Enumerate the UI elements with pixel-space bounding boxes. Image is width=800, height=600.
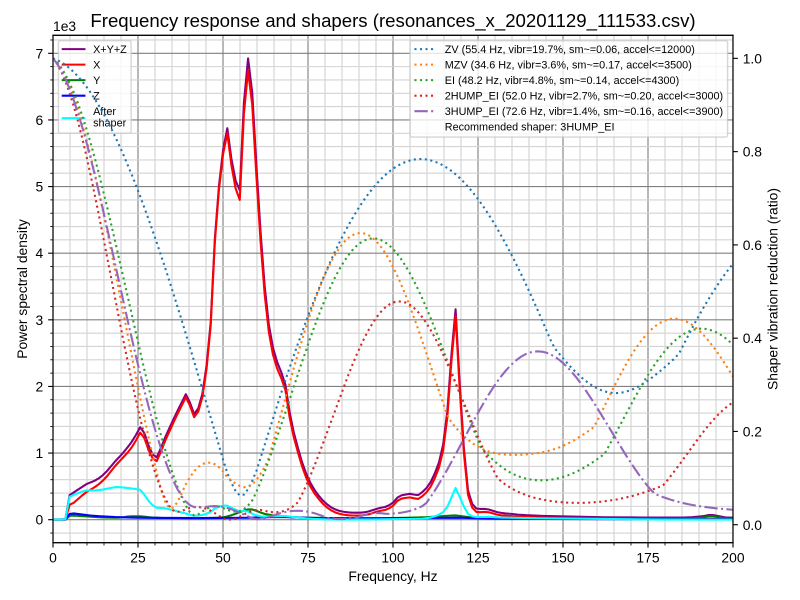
svg-text:0.6: 0.6 <box>743 237 763 253</box>
svg-text:Z: Z <box>93 90 100 102</box>
svg-text:75: 75 <box>300 549 316 565</box>
svg-text:0.4: 0.4 <box>743 330 763 346</box>
svg-text:2: 2 <box>36 378 44 394</box>
svg-text:50: 50 <box>215 549 231 565</box>
svg-text:100: 100 <box>381 549 404 565</box>
svg-text:Power spectral density: Power spectral density <box>14 219 30 359</box>
svg-text:Frequency, Hz: Frequency, Hz <box>348 568 437 584</box>
svg-text:2HUMP_EI (52.0 Hz, vibr=2.7%,: 2HUMP_EI (52.0 Hz, vibr=2.7%, sm~=0.20, … <box>445 90 723 102</box>
svg-text:0.8: 0.8 <box>743 144 763 160</box>
svg-text:ZV (55.4 Hz, vibr=19.7%, sm~=0: ZV (55.4 Hz, vibr=19.7%, sm~=0.06, accel… <box>445 44 695 56</box>
svg-text:Y: Y <box>93 75 100 87</box>
svg-text:1.0: 1.0 <box>743 50 763 66</box>
svg-text:X+Y+Z: X+Y+Z <box>93 44 127 56</box>
svg-text:Recommended shaper: 3HUMP_EI: Recommended shaper: 3HUMP_EI <box>445 121 615 133</box>
svg-text:0.0: 0.0 <box>743 517 763 533</box>
svg-text:X: X <box>93 59 100 71</box>
svg-text:After: After <box>93 106 116 118</box>
svg-text:Frequency response and shapers: Frequency response and shapers (resonanc… <box>90 10 695 32</box>
svg-text:1e3: 1e3 <box>53 18 76 34</box>
svg-text:5: 5 <box>36 179 44 195</box>
svg-text:7: 7 <box>36 45 44 61</box>
svg-text:200: 200 <box>721 549 744 565</box>
svg-text:0: 0 <box>49 549 57 565</box>
svg-text:6: 6 <box>36 112 44 128</box>
svg-text:EI (48.2 Hz, vibr=4.8%, sm~=0.: EI (48.2 Hz, vibr=4.8%, sm~=0.14, accel<… <box>445 75 679 87</box>
svg-text:4: 4 <box>36 245 44 261</box>
svg-text:0: 0 <box>36 512 44 528</box>
svg-text:MZV (34.6 Hz, vibr=3.6%, sm~=0: MZV (34.6 Hz, vibr=3.6%, sm~=0.17, accel… <box>445 59 692 71</box>
svg-text:1: 1 <box>36 445 44 461</box>
svg-text:150: 150 <box>551 549 574 565</box>
svg-text:25: 25 <box>130 549 146 565</box>
svg-text:3: 3 <box>36 312 44 328</box>
svg-text:0.2: 0.2 <box>743 423 763 439</box>
svg-text:125: 125 <box>466 549 489 565</box>
svg-text:175: 175 <box>636 549 659 565</box>
svg-text:Shaper vibration reduction (ra: Shaper vibration reduction (ratio) <box>765 188 781 390</box>
svg-text:shaper: shaper <box>93 118 127 130</box>
svg-text:3HUMP_EI (72.6 Hz, vibr=1.4%,: 3HUMP_EI (72.6 Hz, vibr=1.4%, sm~=0.16, … <box>445 106 723 118</box>
